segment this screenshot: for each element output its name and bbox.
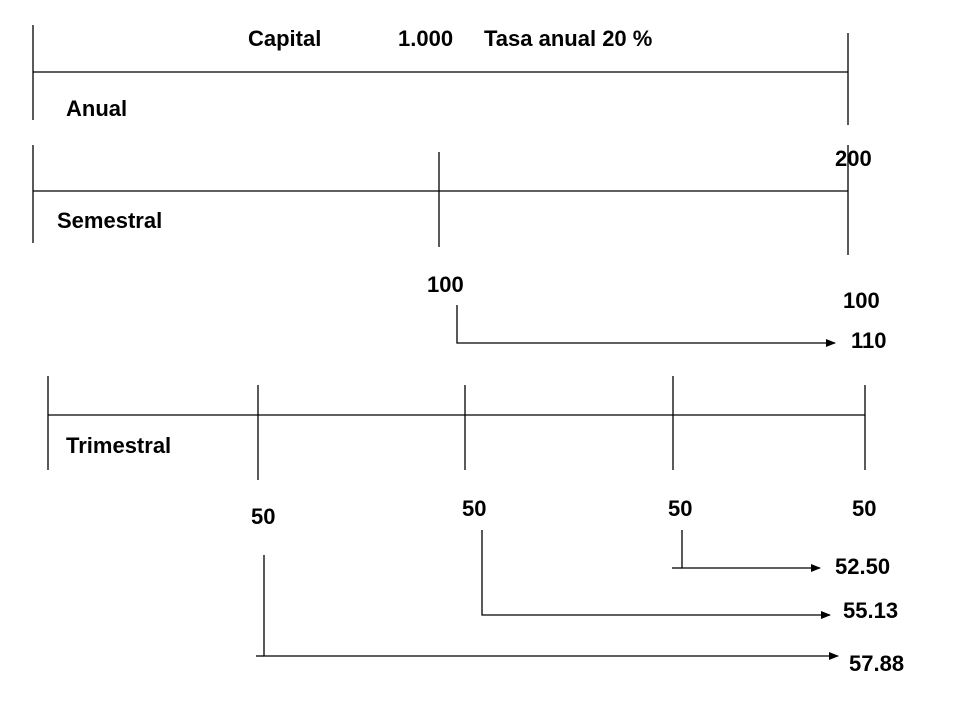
semestral-compounded: 110 (851, 328, 887, 353)
trimestral-value: 50 (852, 496, 876, 521)
trimestral-compounded: 55.13 (843, 598, 898, 623)
capital-value: 1.000 (398, 26, 453, 51)
trimestral-value: 50 (462, 496, 486, 521)
anual-value: 200 (835, 146, 872, 171)
trimestral-compounded: 52.50 (835, 554, 890, 579)
arrow (481, 530, 831, 619)
capital-label: Capital (248, 26, 321, 51)
trimestral-compounded: 57.88 (849, 651, 904, 676)
trimestral-value: 50 (668, 496, 692, 521)
semestral-value: 100 (843, 288, 880, 313)
semestral-value: 100 (427, 272, 464, 297)
trimestral-value: 50 (251, 504, 275, 529)
arrow (456, 305, 836, 347)
arrow (681, 530, 821, 572)
rate: Tasa anual 20 % (484, 26, 652, 51)
anual-label: Anual (66, 96, 127, 121)
trimestral-label: Trimestral (66, 433, 171, 458)
arrow (263, 555, 839, 660)
semestral-label: Semestral (57, 208, 162, 233)
